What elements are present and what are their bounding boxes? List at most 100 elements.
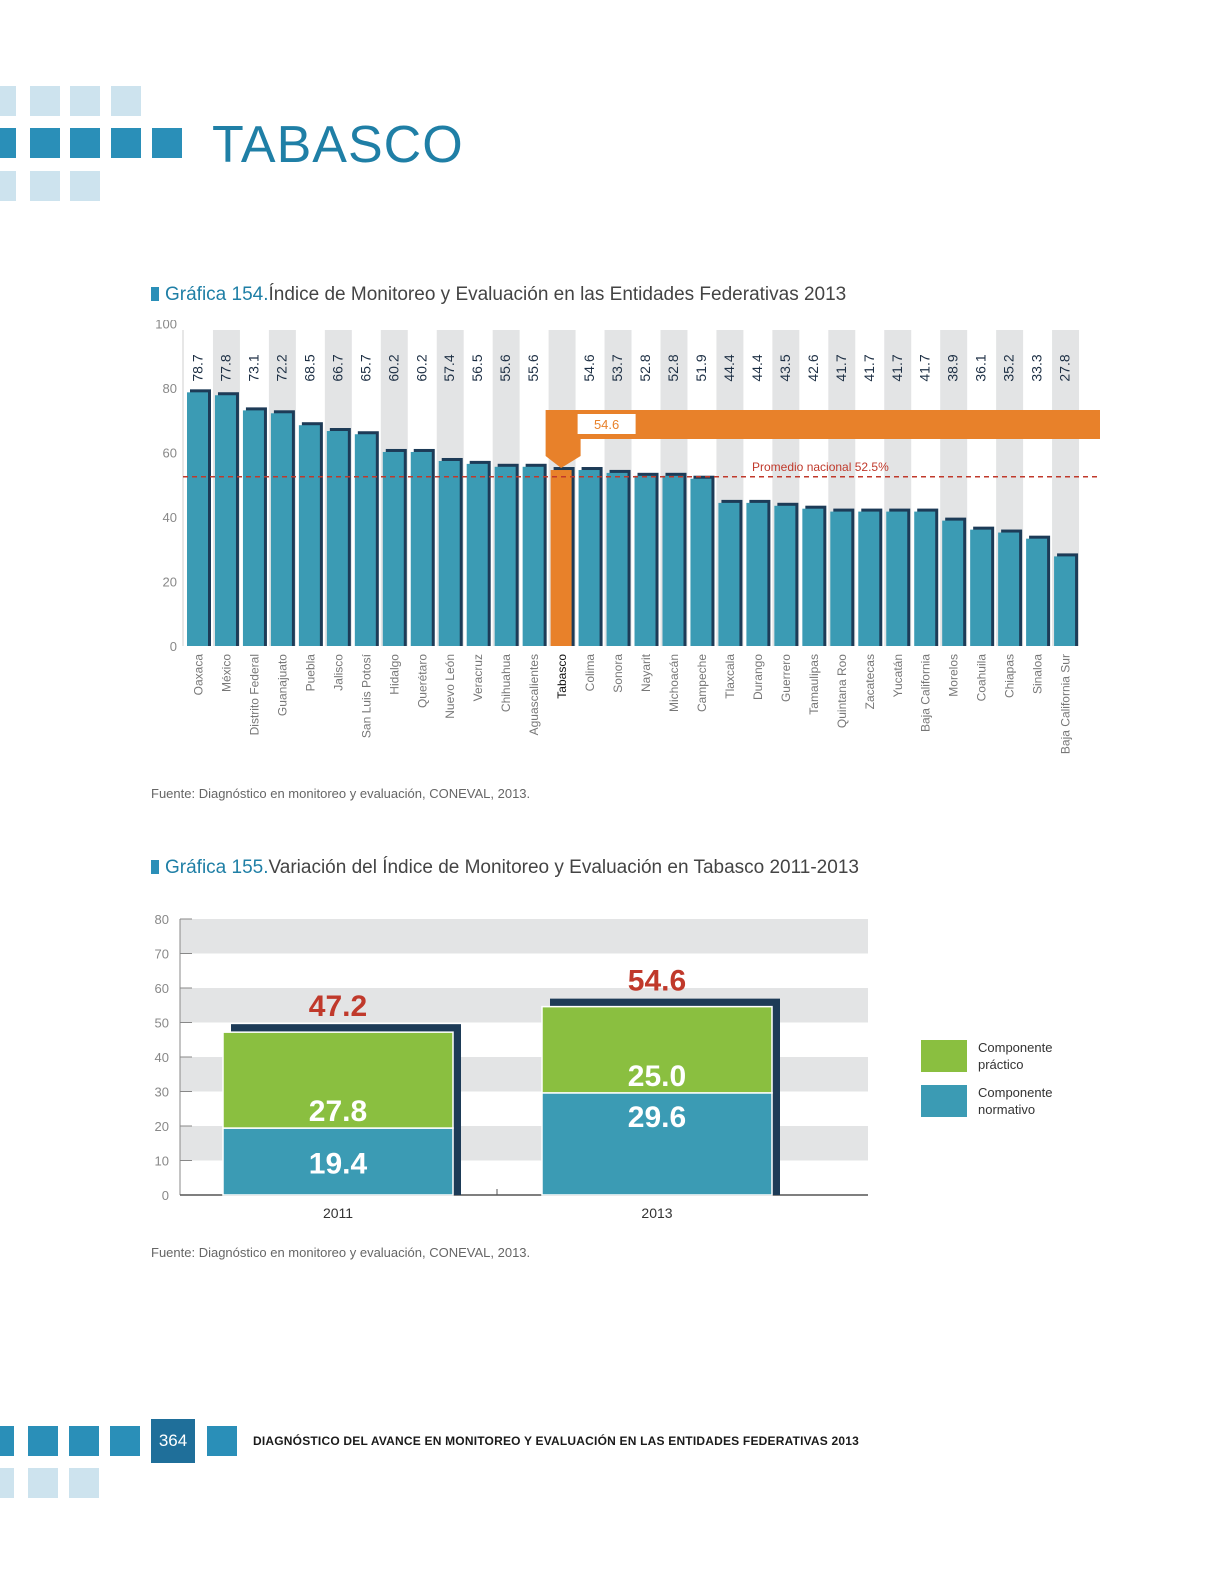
legend-swatch-normativo bbox=[921, 1085, 967, 1117]
category-label: Querétaro bbox=[415, 654, 429, 708]
bar-normativo bbox=[222, 1127, 454, 1196]
value-label: 55.6 bbox=[525, 354, 541, 381]
deco-square bbox=[0, 1426, 14, 1456]
category-label: Tabasco bbox=[555, 654, 569, 699]
deco-square bbox=[69, 1468, 99, 1498]
deco-square bbox=[70, 171, 100, 201]
bar bbox=[242, 410, 264, 646]
category-label: Oaxaca bbox=[192, 654, 206, 696]
bar bbox=[578, 470, 600, 646]
bar bbox=[438, 460, 460, 646]
bar-practico bbox=[541, 1005, 773, 1094]
value-label: 35.2 bbox=[1001, 354, 1017, 381]
deco-square bbox=[30, 86, 60, 116]
category-label: Baja California bbox=[919, 654, 933, 732]
y-tick-label: 100 bbox=[155, 320, 177, 332]
y-tick-label: 80 bbox=[155, 912, 169, 927]
title-marker-icon bbox=[151, 860, 159, 874]
category-label: Colima bbox=[583, 654, 597, 692]
deco-square bbox=[0, 128, 16, 158]
y-tick-label: 70 bbox=[155, 947, 169, 962]
normativo-value-label: 19.4 bbox=[309, 1148, 368, 1181]
bar bbox=[662, 475, 684, 646]
bar-highlight bbox=[550, 470, 572, 646]
deco-square bbox=[30, 128, 60, 158]
value-label: 53.7 bbox=[609, 354, 625, 381]
total-value-label: 47.2 bbox=[309, 990, 367, 1023]
y-tick-label: 20 bbox=[155, 1119, 169, 1134]
value-label: 43.5 bbox=[777, 354, 793, 381]
value-label: 27.8 bbox=[1057, 354, 1073, 381]
legend-swatch-practico bbox=[921, 1040, 967, 1072]
value-label: 52.8 bbox=[637, 354, 653, 381]
category-label: Jalisco bbox=[331, 654, 345, 691]
chart-154: 0 20 40 60 80 100 78.7 Oaxaca 77.8 México 73.1 Dist… bbox=[155, 320, 1100, 754]
value-label: 78.7 bbox=[190, 354, 206, 381]
value-label: 42.6 bbox=[805, 354, 821, 381]
value-label: 41.7 bbox=[833, 354, 849, 381]
category-label: Nayarit bbox=[639, 653, 653, 692]
value-label: 60.2 bbox=[413, 354, 429, 381]
category-label: Guerrero bbox=[779, 654, 793, 702]
y-tick-label: 30 bbox=[155, 1085, 169, 1100]
bar-practico bbox=[222, 1031, 454, 1129]
page-title: TABASCO bbox=[212, 116, 464, 174]
category-label: Baja California Sur bbox=[1059, 654, 1073, 754]
category-label: Quintana Roo bbox=[835, 654, 849, 728]
bar bbox=[830, 511, 852, 646]
value-label: 41.7 bbox=[917, 354, 933, 381]
chart-154-number: Gráfica 154. bbox=[165, 284, 269, 305]
deco-square bbox=[0, 1468, 14, 1498]
y-tick-label: 40 bbox=[155, 1050, 169, 1065]
bar bbox=[942, 520, 964, 646]
bar bbox=[187, 392, 208, 646]
category-label: Coahuila bbox=[975, 654, 989, 702]
bar bbox=[970, 529, 992, 646]
chart-155: 0 10 20 30 40 50 60 70 80 19.4 27.8 47.2 2011 29.6 25.… bbox=[155, 912, 868, 1221]
deco-square bbox=[152, 128, 182, 158]
bar bbox=[886, 511, 908, 646]
value-label: 54.6 bbox=[581, 354, 597, 381]
value-label: 55.6 bbox=[497, 354, 513, 381]
bar bbox=[746, 502, 768, 646]
y-tick-label: 60 bbox=[163, 446, 177, 461]
category-label: Durango bbox=[751, 654, 765, 700]
value-label: 73.1 bbox=[245, 354, 261, 381]
value-label: 77.8 bbox=[217, 354, 233, 381]
bar bbox=[214, 395, 236, 646]
category-label: Sinaloa bbox=[1031, 654, 1045, 694]
title-marker-icon bbox=[151, 287, 159, 301]
value-label: 60.2 bbox=[385, 354, 401, 381]
deco-square bbox=[69, 1426, 99, 1456]
value-label: 68.5 bbox=[301, 354, 317, 381]
category-label: Chiapas bbox=[1003, 654, 1017, 698]
value-label: 33.3 bbox=[1029, 354, 1045, 381]
category-label: 2013 bbox=[641, 1205, 672, 1221]
category-label: Aguascalientes bbox=[527, 654, 541, 735]
bar bbox=[494, 466, 516, 646]
bar bbox=[690, 478, 712, 646]
deco-square bbox=[70, 86, 100, 116]
bar bbox=[802, 508, 824, 646]
value-label: 36.1 bbox=[973, 354, 989, 381]
bar bbox=[326, 431, 348, 646]
value-label: 41.7 bbox=[861, 354, 877, 381]
highlight-value: 54.6 bbox=[594, 417, 619, 432]
deco-square bbox=[111, 86, 141, 116]
value-label: 52.8 bbox=[665, 354, 681, 381]
category-label: Sonora bbox=[611, 654, 625, 693]
category-label: Zacatecas bbox=[863, 654, 877, 709]
value-label: 65.7 bbox=[357, 354, 373, 381]
bar bbox=[1026, 538, 1048, 646]
category-label: Michoacán bbox=[667, 654, 681, 712]
chart-155-title: Gráfica 155.Variación del Índice de Moni… bbox=[151, 857, 859, 879]
value-label: 44.4 bbox=[749, 354, 765, 381]
y-tick-label: 40 bbox=[163, 510, 177, 525]
category-label: Guanajuato bbox=[275, 654, 289, 716]
category-label: Nuevo León bbox=[443, 654, 457, 719]
highlight-callout bbox=[545, 410, 1100, 468]
deco-square bbox=[0, 171, 16, 201]
bar bbox=[466, 463, 488, 646]
total-value-label: 54.6 bbox=[628, 965, 686, 998]
deco-square bbox=[28, 1468, 58, 1498]
